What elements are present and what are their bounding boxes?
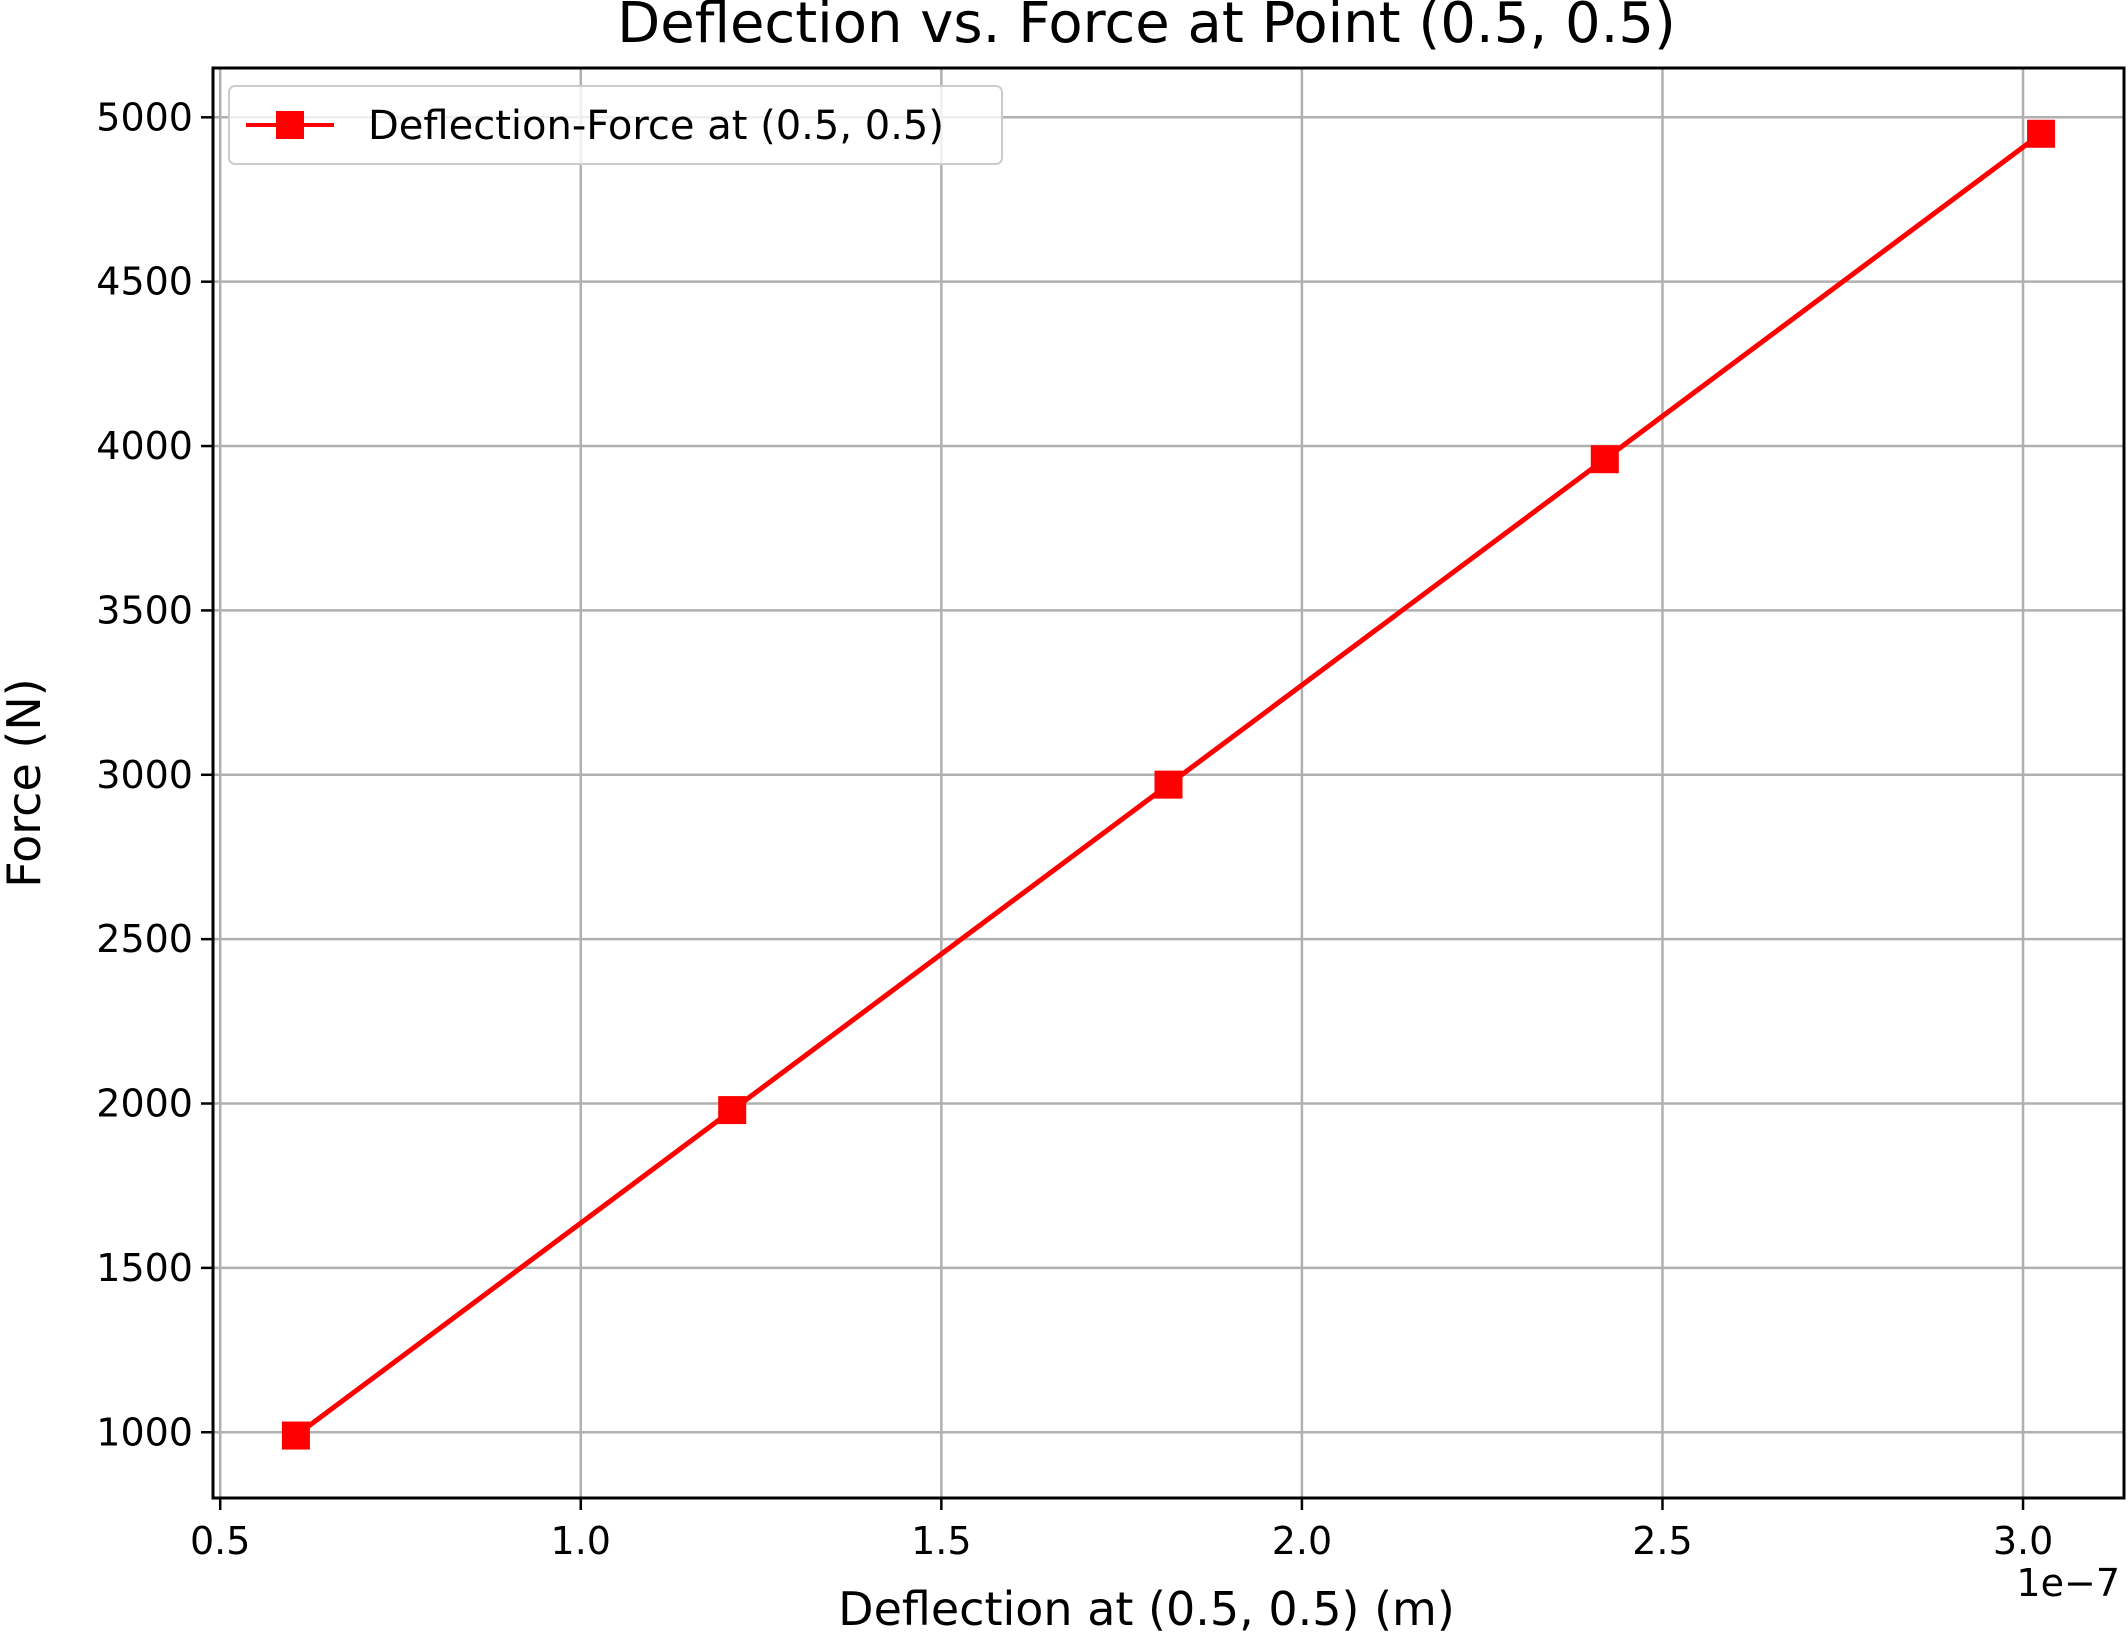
x-tick-label: 1.5	[911, 1519, 971, 1563]
x-tick-label: 3.0	[1993, 1519, 2053, 1563]
x-tick-label: 2.5	[1632, 1519, 1692, 1563]
data-point-marker	[718, 1096, 747, 1125]
y-tick-label: 2000	[96, 1082, 193, 1126]
legend-entry-label: Deflection-Force at (0.5, 0.5)	[368, 103, 944, 149]
y-tick-label: 2500	[96, 917, 193, 961]
y-tick-label: 4000	[96, 424, 193, 468]
x-tick-label: 2.0	[1272, 1519, 1332, 1563]
series-layer	[281, 119, 2056, 1450]
y-tick-label: 3500	[96, 588, 193, 632]
legend-marker-swatch	[276, 111, 304, 139]
x-axis-label: Deflection at (0.5, 0.5) (m)	[838, 1582, 1455, 1636]
ticks: 0.5 1.0 1.5 2.0 2.5 3.0 1000 1500 2000 2500 3000 35…	[96, 95, 2053, 1563]
chart-title: Deflection vs. Force at Point (0.5, 0.5)	[617, 0, 1676, 56]
y-tick-label: 3000	[96, 753, 193, 797]
data-point-marker	[1154, 770, 1183, 799]
axes-frame	[211, 66, 2126, 1500]
data-point-marker	[2027, 119, 2056, 148]
y-tick-label: 1500	[96, 1246, 193, 1290]
y-tick-label: 5000	[96, 95, 193, 139]
legend-box	[228, 85, 1003, 165]
y-tick-label: 4500	[96, 260, 193, 304]
data-point-marker	[1590, 445, 1619, 474]
x-axis-offset-label: 1e−7	[2016, 1561, 2120, 1605]
y-tick-label: 1000	[96, 1410, 193, 1454]
data-point-marker	[281, 1421, 310, 1450]
x-tick-label: 0.5	[190, 1519, 250, 1563]
x-tick-label: 1.0	[551, 1519, 611, 1563]
y-axis-label: Force (N)	[0, 678, 51, 887]
legend: Deflection-Force at (0.5, 0.5)	[228, 85, 1003, 165]
grid	[213, 68, 2124, 1498]
